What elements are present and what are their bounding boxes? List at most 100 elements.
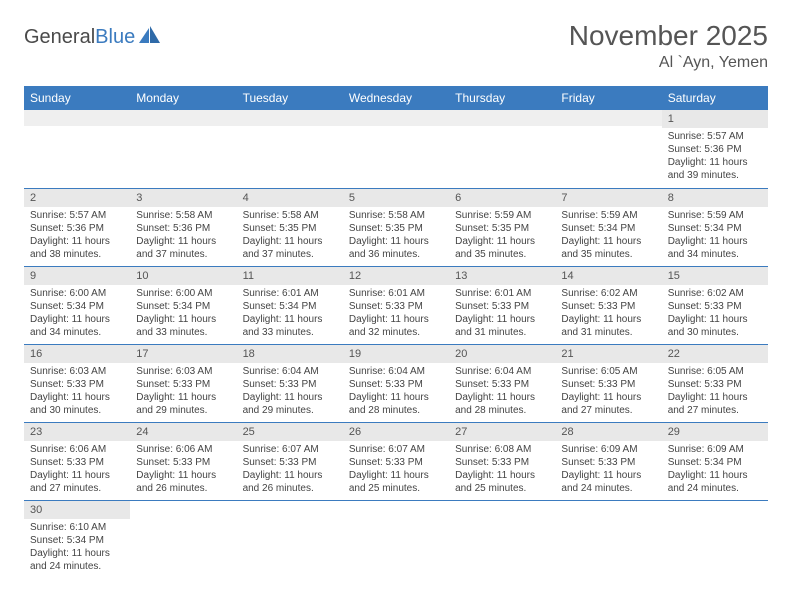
sunrise-text: Sunrise: 6:03 AM [30,365,124,378]
day-number: 1 [662,110,768,128]
sunrise-text: Sunrise: 6:03 AM [136,365,230,378]
calendar-cell [130,500,236,578]
daynum-bar-empty [24,110,130,126]
calendar-cell: 9Sunrise: 6:00 AMSunset: 5:34 PMDaylight… [24,266,130,344]
day-number: 18 [237,345,343,363]
cell-body: Sunrise: 6:05 AMSunset: 5:33 PMDaylight:… [555,363,661,421]
logo-text: GeneralBlue [24,26,135,49]
daylight-text: Daylight: 11 hours and 38 minutes. [30,235,124,261]
sunset-text: Sunset: 5:33 PM [349,456,443,469]
sunset-text: Sunset: 5:35 PM [243,222,337,235]
sunrise-text: Sunrise: 5:58 AM [349,209,443,222]
sunrise-text: Sunrise: 5:59 AM [561,209,655,222]
sunset-text: Sunset: 5:34 PM [243,300,337,313]
calendar-cell: 29Sunrise: 6:09 AMSunset: 5:34 PMDayligh… [662,422,768,500]
sunrise-text: Sunrise: 6:04 AM [455,365,549,378]
logo-part1: General [24,26,95,48]
daylight-text: Daylight: 11 hours and 24 minutes. [30,547,124,573]
cell-body: Sunrise: 6:04 AMSunset: 5:33 PMDaylight:… [237,363,343,421]
cell-body: Sunrise: 6:00 AMSunset: 5:34 PMDaylight:… [130,285,236,343]
day-number: 6 [449,189,555,207]
sunrise-text: Sunrise: 6:04 AM [349,365,443,378]
daylight-text: Daylight: 11 hours and 34 minutes. [30,313,124,339]
cell-body: Sunrise: 5:59 AMSunset: 5:34 PMDaylight:… [662,207,768,265]
cell-body: Sunrise: 6:00 AMSunset: 5:34 PMDaylight:… [24,285,130,343]
cell-body: Sunrise: 5:57 AMSunset: 5:36 PMDaylight:… [662,128,768,186]
day-header-row: Sunday Monday Tuesday Wednesday Thursday… [24,86,768,110]
daylight-text: Daylight: 11 hours and 37 minutes. [136,235,230,261]
day-number: 7 [555,189,661,207]
cell-body: Sunrise: 6:10 AMSunset: 5:34 PMDaylight:… [24,519,130,577]
sunrise-text: Sunrise: 6:01 AM [243,287,337,300]
cell-body: Sunrise: 5:59 AMSunset: 5:34 PMDaylight:… [555,207,661,265]
calendar-cell: 4Sunrise: 5:58 AMSunset: 5:35 PMDaylight… [237,188,343,266]
daynum-bar-empty [449,110,555,126]
sunset-text: Sunset: 5:35 PM [349,222,443,235]
calendar-cell [343,500,449,578]
daynum-bar-empty [343,110,449,126]
calendar-cell [555,500,661,578]
daylight-text: Daylight: 11 hours and 28 minutes. [349,391,443,417]
sunrise-text: Sunrise: 6:09 AM [561,443,655,456]
cell-body: Sunrise: 5:58 AMSunset: 5:36 PMDaylight:… [130,207,236,265]
calendar-row: 30Sunrise: 6:10 AMSunset: 5:34 PMDayligh… [24,500,768,578]
daynum-bar-empty [555,110,661,126]
calendar-row: 16Sunrise: 6:03 AMSunset: 5:33 PMDayligh… [24,344,768,422]
calendar-cell: 19Sunrise: 6:04 AMSunset: 5:33 PMDayligh… [343,344,449,422]
sunrise-text: Sunrise: 6:01 AM [455,287,549,300]
daylight-text: Daylight: 11 hours and 27 minutes. [30,469,124,495]
cell-body: Sunrise: 6:09 AMSunset: 5:34 PMDaylight:… [662,441,768,499]
sunrise-text: Sunrise: 5:58 AM [243,209,337,222]
sunrise-text: Sunrise: 6:00 AM [30,287,124,300]
day-header: Friday [555,86,661,110]
calendar-table: Sunday Monday Tuesday Wednesday Thursday… [24,86,768,578]
cell-body: Sunrise: 6:02 AMSunset: 5:33 PMDaylight:… [555,285,661,343]
sunrise-text: Sunrise: 6:00 AM [136,287,230,300]
sunrise-text: Sunrise: 6:02 AM [668,287,762,300]
daylight-text: Daylight: 11 hours and 24 minutes. [561,469,655,495]
calendar-cell: 14Sunrise: 6:02 AMSunset: 5:33 PMDayligh… [555,266,661,344]
daylight-text: Daylight: 11 hours and 29 minutes. [136,391,230,417]
daylight-text: Daylight: 11 hours and 35 minutes. [455,235,549,261]
day-header: Sunday [24,86,130,110]
sunrise-text: Sunrise: 6:10 AM [30,521,124,534]
sunset-text: Sunset: 5:36 PM [136,222,230,235]
daylight-text: Daylight: 11 hours and 31 minutes. [561,313,655,339]
cell-body: Sunrise: 5:57 AMSunset: 5:36 PMDaylight:… [24,207,130,265]
calendar-cell [662,500,768,578]
day-number: 24 [130,423,236,441]
day-number: 21 [555,345,661,363]
daylight-text: Daylight: 11 hours and 34 minutes. [668,235,762,261]
daylight-text: Daylight: 11 hours and 25 minutes. [349,469,443,495]
sunrise-text: Sunrise: 6:07 AM [349,443,443,456]
header: GeneralBlue November 2025 Al `Ayn, Yemen [24,20,768,72]
cell-body: Sunrise: 5:58 AMSunset: 5:35 PMDaylight:… [237,207,343,265]
sunset-text: Sunset: 5:33 PM [136,456,230,469]
sunrise-text: Sunrise: 6:04 AM [243,365,337,378]
daylight-text: Daylight: 11 hours and 29 minutes. [243,391,337,417]
daylight-text: Daylight: 11 hours and 25 minutes. [455,469,549,495]
sunset-text: Sunset: 5:36 PM [30,222,124,235]
sunset-text: Sunset: 5:33 PM [243,378,337,391]
calendar-cell [237,500,343,578]
logo: GeneralBlue [24,20,161,49]
sunrise-text: Sunrise: 6:06 AM [30,443,124,456]
title-block: November 2025 Al `Ayn, Yemen [569,20,768,72]
sunrise-text: Sunrise: 6:09 AM [668,443,762,456]
sunset-text: Sunset: 5:33 PM [30,456,124,469]
month-title: November 2025 [569,20,768,52]
day-number: 12 [343,267,449,285]
daylight-text: Daylight: 11 hours and 28 minutes. [455,391,549,417]
sunrise-text: Sunrise: 5:59 AM [455,209,549,222]
daylight-text: Daylight: 11 hours and 33 minutes. [136,313,230,339]
calendar-cell: 6Sunrise: 5:59 AMSunset: 5:35 PMDaylight… [449,188,555,266]
cell-body: Sunrise: 6:02 AMSunset: 5:33 PMDaylight:… [662,285,768,343]
day-header: Tuesday [237,86,343,110]
cell-body: Sunrise: 6:01 AMSunset: 5:34 PMDaylight:… [237,285,343,343]
sunrise-text: Sunrise: 5:57 AM [30,209,124,222]
day-number: 13 [449,267,555,285]
calendar-cell: 3Sunrise: 5:58 AMSunset: 5:36 PMDaylight… [130,188,236,266]
sunset-text: Sunset: 5:33 PM [561,300,655,313]
daynum-bar-empty [130,110,236,126]
day-number: 28 [555,423,661,441]
